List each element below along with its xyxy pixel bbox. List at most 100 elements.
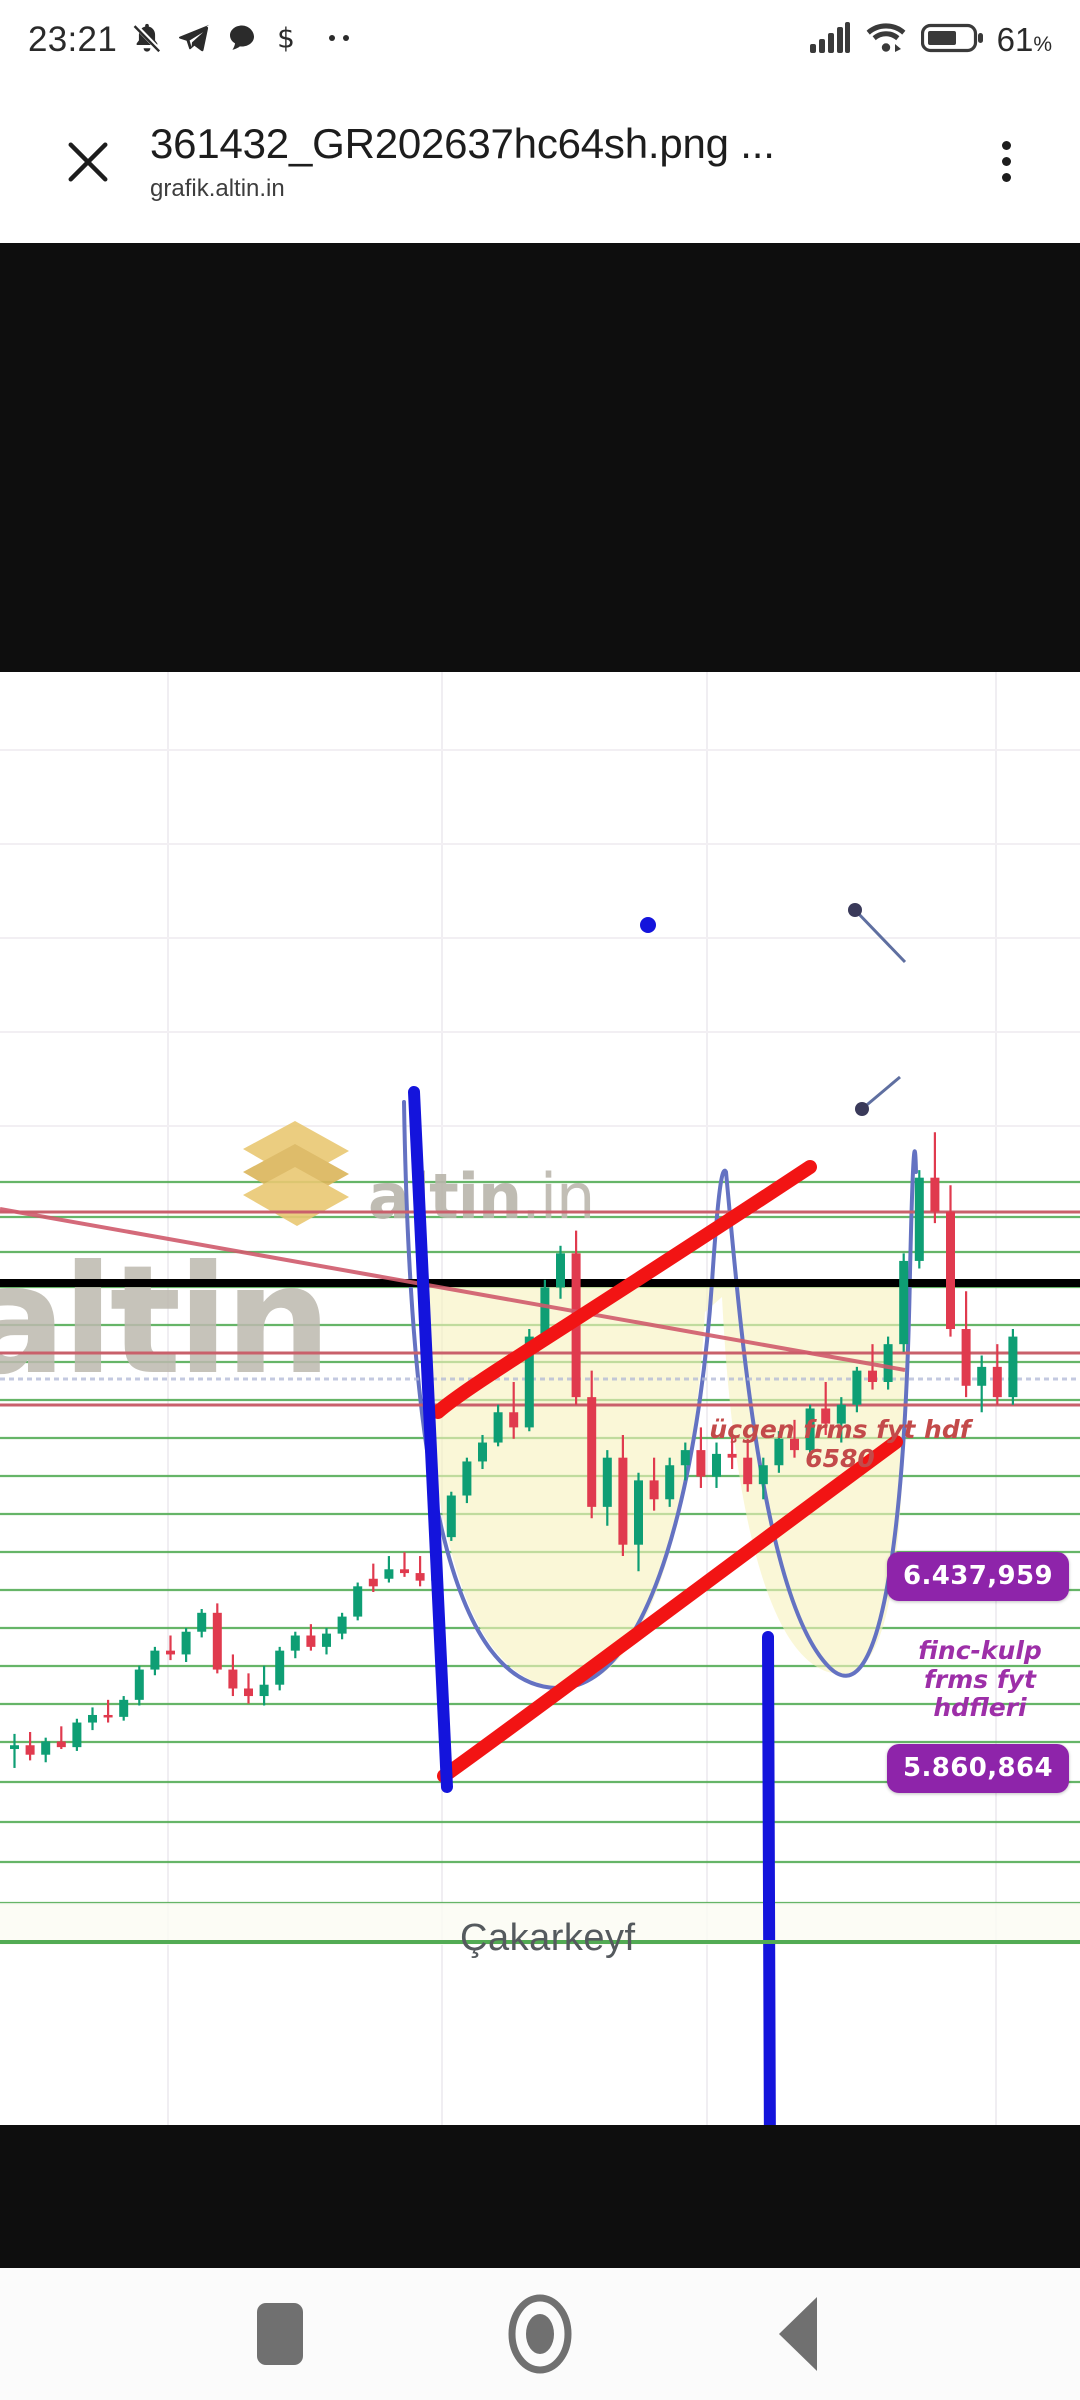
candle-body bbox=[602, 1457, 612, 1507]
candle-body bbox=[72, 1722, 82, 1748]
candle-body bbox=[992, 1366, 1002, 1398]
signal-bars-icon bbox=[809, 21, 851, 59]
page-title: 361432_GR202637hc64sh.png ... bbox=[150, 119, 775, 167]
candlestick-series bbox=[10, 1132, 1018, 1768]
letterbox-top bbox=[0, 243, 1080, 672]
watermark-small: altin.in bbox=[243, 1121, 595, 1233]
battery-percent-unit: % bbox=[1033, 33, 1052, 56]
candle-body bbox=[774, 1438, 784, 1466]
mute-bell-icon bbox=[130, 21, 164, 60]
status-bar-right: 61% bbox=[809, 21, 1052, 59]
candle-body bbox=[540, 1287, 550, 1337]
close-icon bbox=[68, 142, 108, 181]
circle-home-icon bbox=[508, 2294, 572, 2374]
telegram-icon bbox=[177, 20, 213, 61]
candle-body bbox=[899, 1260, 909, 1345]
letterbox-bottom bbox=[0, 2125, 1080, 2268]
badge-pointer-lines bbox=[853, 908, 907, 1111]
nav-back-button[interactable] bbox=[740, 2284, 860, 2384]
candle-body bbox=[25, 1745, 35, 1755]
candle-body bbox=[680, 1450, 690, 1466]
close-button[interactable] bbox=[34, 108, 142, 216]
candle-body bbox=[353, 1586, 363, 1617]
candle-body bbox=[649, 1480, 659, 1500]
candle-body bbox=[493, 1412, 503, 1443]
candle-body bbox=[634, 1480, 643, 1545]
candle-body bbox=[977, 1366, 987, 1386]
cup-handle-curve bbox=[402, 1100, 918, 1691]
upper-gridlines bbox=[0, 749, 1080, 1127]
annotation-line-2: frms fyt bbox=[924, 1664, 1036, 1694]
trendline-pink-down bbox=[0, 1207, 906, 1372]
chat-bubble-icon bbox=[226, 22, 258, 59]
candle-body bbox=[556, 1253, 565, 1288]
candle-body bbox=[103, 1714, 113, 1718]
page-subtitle: grafik.altin.in bbox=[150, 175, 285, 203]
candle-body bbox=[524, 1336, 534, 1428]
candle-body bbox=[446, 1495, 456, 1538]
blue-dot-marker bbox=[640, 917, 656, 933]
svg-text:altin.in: altin.in bbox=[368, 1160, 594, 1233]
candle-body bbox=[88, 1714, 97, 1723]
nav-recents-button[interactable] bbox=[220, 2284, 340, 2384]
candle-body bbox=[712, 1453, 721, 1477]
candle-body bbox=[462, 1461, 472, 1496]
candle-body bbox=[946, 1211, 955, 1330]
candle-body bbox=[478, 1442, 487, 1462]
candle-body bbox=[290, 1635, 300, 1651]
candle-body bbox=[306, 1635, 316, 1647]
status-bar-left: 23:21 $ bbox=[28, 20, 354, 61]
candle-body bbox=[166, 1650, 175, 1655]
candle-body bbox=[805, 1408, 815, 1451]
candle-body bbox=[119, 1699, 129, 1717]
trendline-red-lower bbox=[437, 1435, 903, 1783]
candle-body bbox=[696, 1450, 706, 1477]
candle-body bbox=[587, 1397, 597, 1507]
candle-body bbox=[259, 1684, 269, 1697]
nav-home-button[interactable] bbox=[480, 2284, 600, 2384]
chart-image[interactable]: altin altin.in bbox=[0, 672, 1080, 2125]
overflow-dot-icon bbox=[1001, 173, 1011, 182]
candle-body bbox=[212, 1612, 222, 1670]
annotation-line-1: üçgen frms fyt hdf bbox=[709, 1415, 971, 1444]
candle-body bbox=[665, 1465, 675, 1500]
annotation-line-2: 6580 bbox=[805, 1443, 875, 1473]
candle-body bbox=[368, 1578, 378, 1587]
app-header: 361432_GR202637hc64sh.png ... grafik.alt… bbox=[0, 80, 1080, 243]
candle-body bbox=[228, 1669, 238, 1689]
price-badge-upper: 6.437,959 bbox=[887, 1552, 1069, 1601]
candle-body bbox=[618, 1457, 628, 1545]
overflow-menu-button[interactable] bbox=[958, 108, 1054, 216]
candle-body bbox=[384, 1569, 394, 1579]
candle-body bbox=[134, 1669, 144, 1700]
battery-percent-value: 61 bbox=[996, 21, 1034, 58]
candle-body bbox=[244, 1688, 253, 1697]
candle-body bbox=[743, 1457, 753, 1485]
android-nav-bar bbox=[0, 2268, 1080, 2400]
candle-body bbox=[150, 1650, 160, 1670]
dollar-icon: $ bbox=[271, 21, 301, 60]
header-text-block: 361432_GR202637hc64sh.png ... grafik.alt… bbox=[150, 120, 958, 203]
candle-body bbox=[10, 1745, 19, 1750]
vertical-marker-blue-right bbox=[762, 1631, 776, 2125]
candle-body bbox=[790, 1438, 799, 1451]
candle-body bbox=[275, 1650, 285, 1685]
badge-anchor-dot-lower bbox=[855, 1102, 869, 1116]
candle-body bbox=[415, 1573, 425, 1581]
trendline-red-upper bbox=[431, 1160, 817, 1419]
candle-body bbox=[509, 1412, 519, 1428]
annotation-line-3: hdfleri bbox=[933, 1693, 1027, 1722]
status-clock: 23:21 bbox=[28, 20, 118, 59]
status-bar: 23:21 $ bbox=[0, 0, 1080, 80]
square-recents-icon bbox=[257, 2303, 303, 2365]
candle-body bbox=[400, 1569, 409, 1574]
overflow-dot-icon bbox=[1001, 157, 1011, 166]
candle-body bbox=[821, 1408, 831, 1424]
more-dots-icon bbox=[324, 31, 354, 49]
candle-body bbox=[727, 1453, 737, 1458]
candle-body bbox=[1008, 1336, 1018, 1398]
candle-body bbox=[852, 1370, 862, 1405]
badge-anchor-dot-upper bbox=[848, 903, 862, 917]
series-label-top: Çakarkeyf bbox=[460, 1917, 636, 1959]
candle-body bbox=[914, 1177, 924, 1261]
